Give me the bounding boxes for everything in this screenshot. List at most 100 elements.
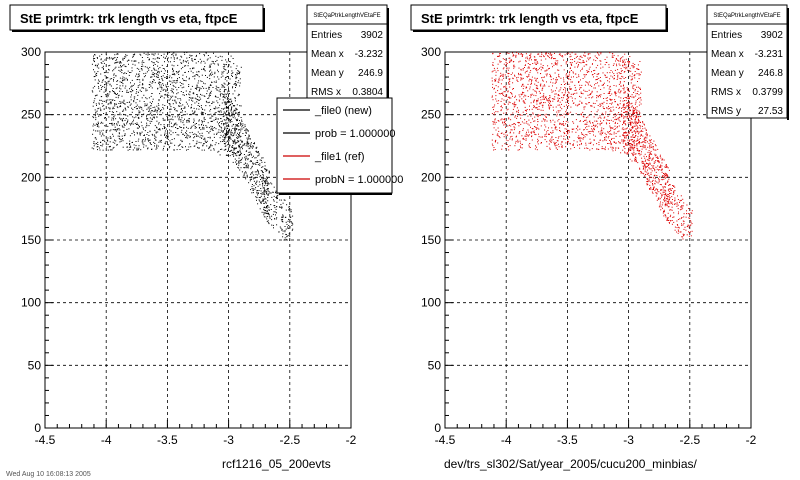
scatter-point <box>176 72 178 74</box>
scatter-point <box>119 85 121 87</box>
scatter-point <box>609 85 611 87</box>
scatter-point <box>498 56 500 57</box>
scatter-point <box>620 57 622 59</box>
scatter-point <box>254 142 255 144</box>
scatter-point <box>234 139 236 141</box>
scatter-point <box>609 98 611 100</box>
scatter-point <box>679 209 681 211</box>
scatter-point <box>157 72 158 74</box>
scatter-point <box>645 142 647 144</box>
scatter-point <box>234 143 236 145</box>
scatter-point <box>192 113 194 115</box>
scatter-point <box>139 100 141 102</box>
scatter-point <box>654 144 656 146</box>
scatter-point <box>586 121 588 123</box>
scatter-point <box>626 143 628 145</box>
scatter-point <box>248 138 250 140</box>
scatter-point <box>236 72 238 74</box>
scatter-point <box>590 57 591 59</box>
scatter-point <box>173 52 175 54</box>
scatter-point <box>652 166 654 168</box>
scatter-point <box>558 136 560 138</box>
scatter-point <box>225 89 227 91</box>
scatter-point <box>231 115 233 117</box>
scatter-point <box>243 163 245 165</box>
scatter-point <box>620 152 622 154</box>
scatter-point <box>96 110 98 112</box>
scatter-point <box>566 53 568 55</box>
scatter-point <box>510 136 512 138</box>
scatter-point <box>578 138 580 140</box>
scatter-point <box>236 124 238 126</box>
scatter-point <box>629 128 631 130</box>
scatter-point <box>219 154 221 156</box>
scatter-point <box>165 141 167 143</box>
scatter-point <box>514 101 516 103</box>
scatter-point <box>94 124 96 126</box>
scatter-point <box>672 193 674 195</box>
scatter-point <box>177 116 179 118</box>
scatter-point <box>102 129 104 131</box>
scatter-point <box>625 107 626 109</box>
scatter-point <box>654 170 656 172</box>
scatter-point <box>193 92 195 94</box>
scatter-point <box>194 145 196 147</box>
scatter-point <box>280 204 282 206</box>
scatter-point <box>252 192 254 194</box>
scatter-point <box>556 144 558 146</box>
scatter-point <box>149 101 151 103</box>
scatter-point <box>582 60 584 62</box>
scatter-point <box>640 142 642 144</box>
scatter-point <box>122 85 124 87</box>
scatter-point <box>578 135 580 137</box>
scatter-point <box>129 135 131 137</box>
scatter-point <box>660 192 662 194</box>
scatter-point <box>585 144 587 146</box>
scatter-point <box>542 118 544 120</box>
scatter-point <box>171 77 173 79</box>
scatter-point <box>235 161 237 163</box>
scatter-point <box>158 71 160 73</box>
scatter-point <box>287 227 289 229</box>
scatter-point <box>94 109 96 111</box>
scatter-point <box>108 80 110 82</box>
scatter-point <box>581 142 582 144</box>
scatter-point <box>133 119 134 121</box>
scatter-point <box>259 159 261 161</box>
scatter-point <box>493 106 495 108</box>
scatter-point <box>566 104 567 106</box>
scatter-point <box>232 86 234 88</box>
scatter-point <box>112 91 114 92</box>
scatter-point <box>137 149 139 151</box>
scatter-point <box>559 127 561 129</box>
scatter-point <box>179 105 180 107</box>
scatter-point <box>533 130 535 132</box>
scatter-point <box>182 92 184 93</box>
scatter-point <box>618 60 619 62</box>
scatter-point <box>639 154 641 156</box>
scatter-point <box>522 93 524 95</box>
scatter-point <box>124 79 126 81</box>
scatter-point <box>531 93 533 95</box>
scatter-point <box>276 201 278 203</box>
scatter-point <box>668 185 670 186</box>
scatter-point <box>241 146 243 148</box>
scatter-point <box>563 59 565 61</box>
scatter-point <box>224 102 226 104</box>
scatter-point <box>107 103 109 105</box>
scatter-point <box>619 106 621 108</box>
scatter-point <box>197 61 199 63</box>
scatter-point <box>554 121 556 123</box>
scatter-point <box>563 81 565 83</box>
scatter-point <box>508 53 510 54</box>
scatter-point <box>200 62 202 64</box>
scatter-point <box>555 127 557 128</box>
scatter-point <box>163 145 165 147</box>
scatter-point <box>241 140 243 142</box>
scatter-point <box>92 105 94 107</box>
scatter-point <box>130 72 132 73</box>
scatter-point <box>669 209 671 211</box>
scatter-point <box>154 82 156 84</box>
scatter-point <box>579 84 581 86</box>
scatter-point <box>632 135 634 137</box>
